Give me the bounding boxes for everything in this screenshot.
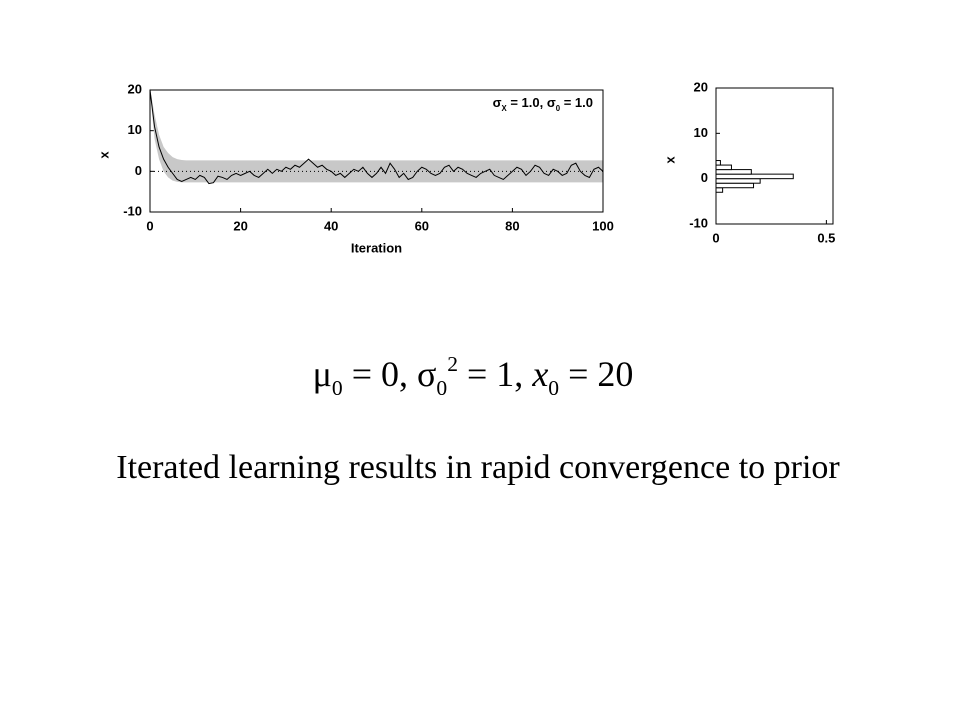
- plot-frame: [715, 87, 834, 225]
- x-tick-label: 0.5: [817, 230, 835, 245]
- y-axis-label: x: [96, 151, 111, 159]
- bar: [715, 169, 752, 175]
- y-tick-label: 20: [128, 81, 142, 96]
- line: [149, 89, 604, 185]
- text-part: = 0,: [343, 354, 417, 394]
- text-part: 2: [447, 352, 458, 376]
- x-axis-label: Iteration: [351, 240, 402, 255]
- formula: μ0 = 0, σ02 = 1, x0 = 20: [313, 352, 634, 400]
- bar: [715, 187, 724, 193]
- text-part: 0: [332, 376, 343, 400]
- y-tick-label: -10: [123, 203, 142, 218]
- band: [150, 87, 603, 183]
- y-tick-label: 0: [701, 170, 708, 185]
- y-tick-label: 10: [694, 125, 708, 140]
- text-part: σ: [493, 95, 502, 110]
- caption: Iterated learning results in rapid conve…: [116, 449, 840, 486]
- y-tick-label: 20: [694, 79, 708, 94]
- y-tick-label: 10: [128, 122, 142, 137]
- y-axis-label: x: [662, 156, 677, 164]
- x-tick-label: 40: [324, 218, 338, 233]
- text-part: = 20: [559, 354, 633, 394]
- bar: [715, 178, 761, 184]
- bar: [715, 173, 794, 180]
- text-part: 0: [556, 104, 561, 113]
- x-tick-label: 0: [146, 218, 153, 233]
- text-part: X: [502, 104, 508, 113]
- bar: [715, 182, 755, 189]
- x-tick-label: 100: [592, 218, 614, 233]
- x-tick-label: 0: [712, 230, 719, 245]
- text-part: = 1.0: [560, 95, 593, 110]
- y-tick-label: -10: [689, 215, 708, 230]
- text-part: = 1.0,: [507, 95, 547, 110]
- text-part: x: [531, 354, 548, 394]
- x-tick-label: 80: [505, 218, 519, 233]
- plot-frame: [149, 89, 604, 213]
- text-part: = 1,: [458, 354, 532, 394]
- text-part: σ: [547, 95, 556, 110]
- annotation: σX = 1.0, σ0 = 1.0: [493, 95, 593, 112]
- bar: [715, 164, 732, 171]
- bar: [715, 160, 721, 166]
- x-tick-label: 60: [415, 218, 429, 233]
- y-tick-label: 0: [135, 163, 142, 178]
- text-part: μ: [313, 354, 332, 394]
- text-part: σ: [417, 354, 436, 394]
- text-part: 0: [548, 376, 559, 400]
- text-part: 0: [436, 376, 447, 400]
- x-tick-label: 20: [233, 218, 247, 233]
